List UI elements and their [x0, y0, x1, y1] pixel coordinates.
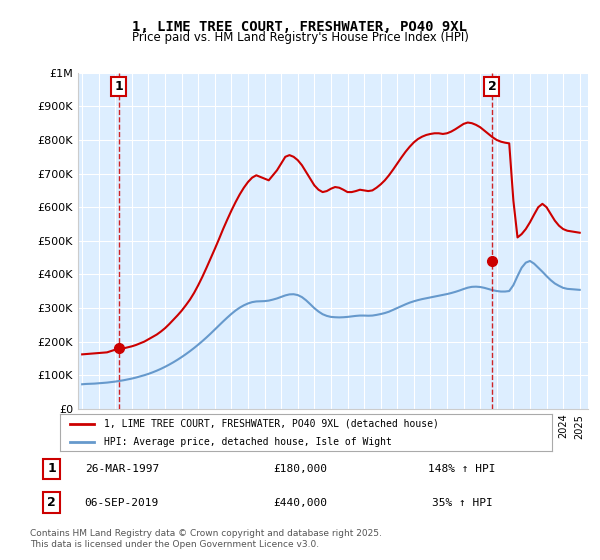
- Text: 2: 2: [47, 496, 56, 509]
- Text: 1, LIME TREE COURT, FRESHWATER, PO40 9XL (detached house): 1, LIME TREE COURT, FRESHWATER, PO40 9XL…: [104, 418, 439, 428]
- Text: 26-MAR-1997: 26-MAR-1997: [85, 464, 159, 474]
- Text: This data is licensed under the Open Government Licence v3.0.: This data is licensed under the Open Gov…: [30, 540, 319, 549]
- Text: 2: 2: [488, 80, 496, 93]
- Text: 1, LIME TREE COURT, FRESHWATER, PO40 9XL: 1, LIME TREE COURT, FRESHWATER, PO40 9XL: [133, 20, 467, 34]
- Text: 1: 1: [115, 80, 123, 93]
- Text: HPI: Average price, detached house, Isle of Wight: HPI: Average price, detached house, Isle…: [104, 437, 392, 447]
- Text: 1: 1: [47, 463, 56, 475]
- Text: £440,000: £440,000: [273, 498, 327, 507]
- Text: £180,000: £180,000: [273, 464, 327, 474]
- Text: 06-SEP-2019: 06-SEP-2019: [85, 498, 159, 507]
- Text: 148% ↑ HPI: 148% ↑ HPI: [428, 464, 496, 474]
- Text: Contains HM Land Registry data © Crown copyright and database right 2025.: Contains HM Land Registry data © Crown c…: [30, 529, 382, 538]
- Text: Price paid vs. HM Land Registry's House Price Index (HPI): Price paid vs. HM Land Registry's House …: [131, 31, 469, 44]
- Text: 35% ↑ HPI: 35% ↑ HPI: [431, 498, 493, 507]
